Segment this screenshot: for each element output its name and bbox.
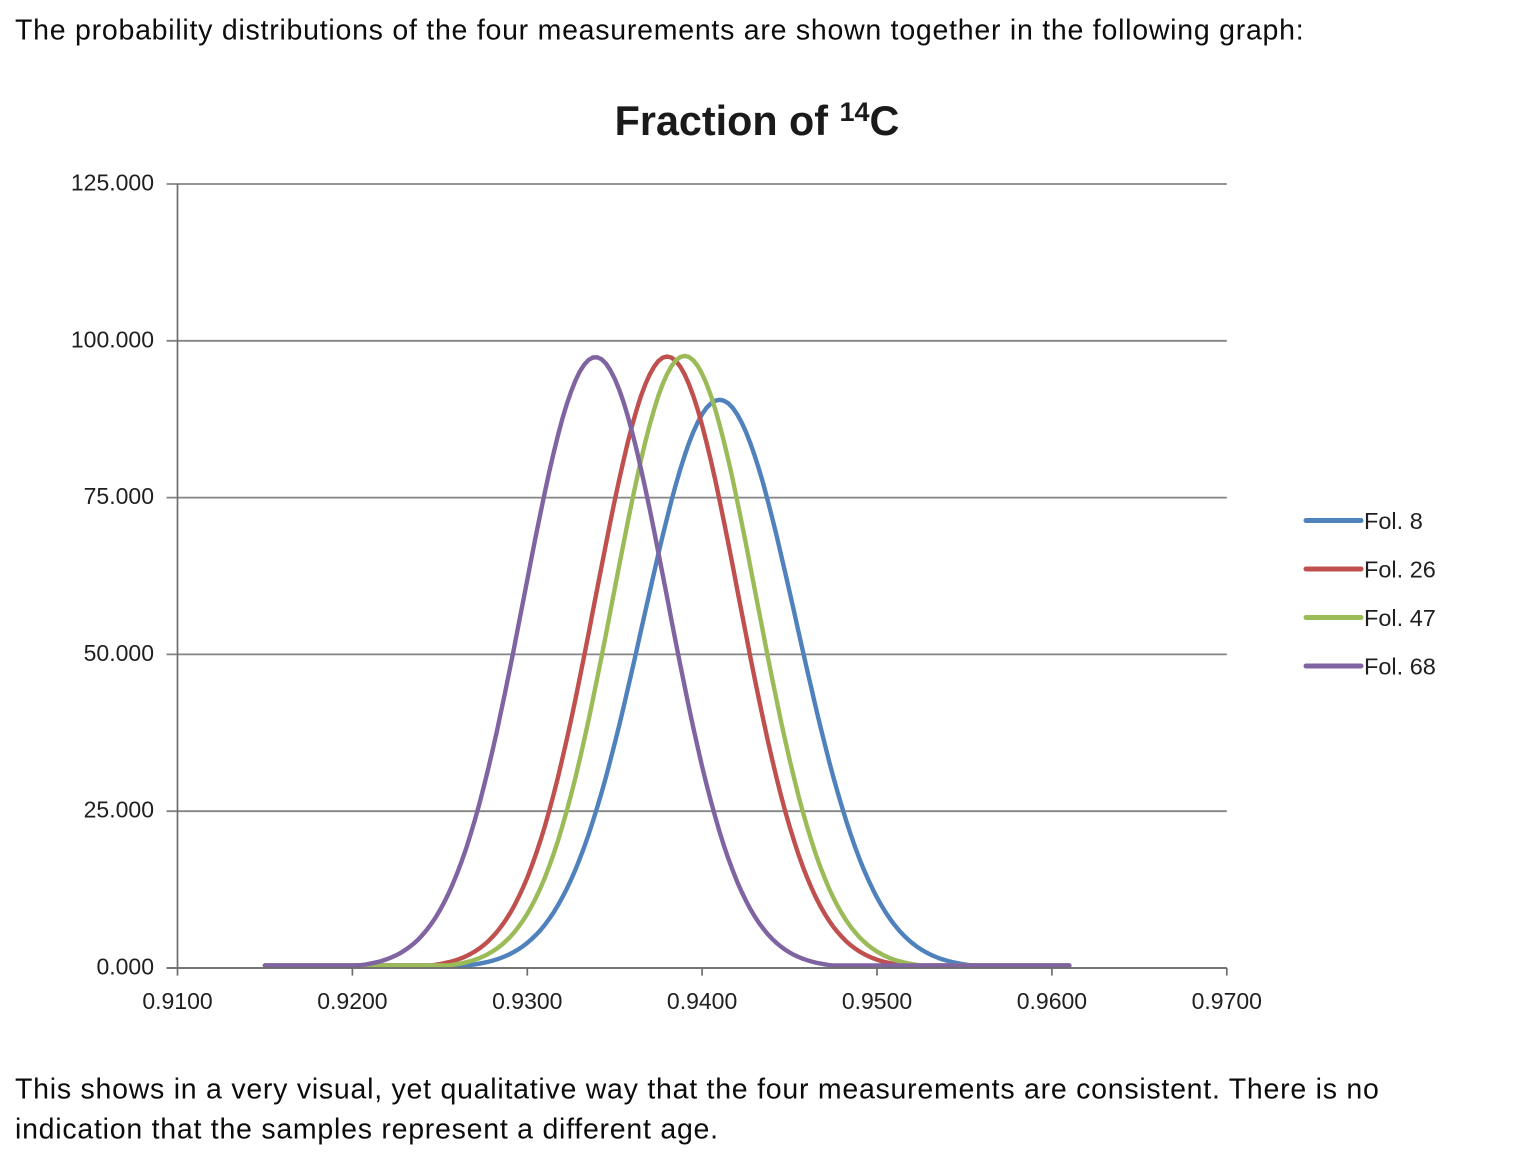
svg-text:This shows in a very visual, y: This shows in a very visual, yet qualita… xyxy=(15,1073,1380,1105)
svg-text:Fraction of 14C: Fraction of 14C xyxy=(615,97,900,144)
svg-text:125.000: 125.000 xyxy=(71,170,154,196)
svg-text:50.000: 50.000 xyxy=(84,640,154,666)
svg-text:Fol. 68: Fol. 68 xyxy=(1364,653,1436,679)
svg-text:100.000: 100.000 xyxy=(71,326,154,352)
svg-text:0.9100: 0.9100 xyxy=(142,988,212,1014)
svg-text:indication that the samples re: indication that the samples represent a … xyxy=(15,1113,719,1145)
svg-text:Fol. 26: Fol. 26 xyxy=(1364,556,1436,582)
svg-text:0.9200: 0.9200 xyxy=(317,988,387,1014)
svg-text:0.9500: 0.9500 xyxy=(842,988,912,1014)
svg-text:0.9600: 0.9600 xyxy=(1017,988,1087,1014)
svg-text:0.9700: 0.9700 xyxy=(1192,988,1262,1014)
svg-text:The probability distributions: The probability distributions of the fou… xyxy=(15,14,1304,46)
svg-text:0.9300: 0.9300 xyxy=(492,988,562,1014)
svg-text:25.000: 25.000 xyxy=(84,797,154,823)
svg-text:Fol. 47: Fol. 47 xyxy=(1364,605,1436,631)
svg-text:0.000: 0.000 xyxy=(96,954,154,980)
svg-text:75.000: 75.000 xyxy=(84,483,154,509)
svg-text:Fol. 8: Fol. 8 xyxy=(1364,508,1423,534)
svg-text:0.9400: 0.9400 xyxy=(667,988,737,1014)
